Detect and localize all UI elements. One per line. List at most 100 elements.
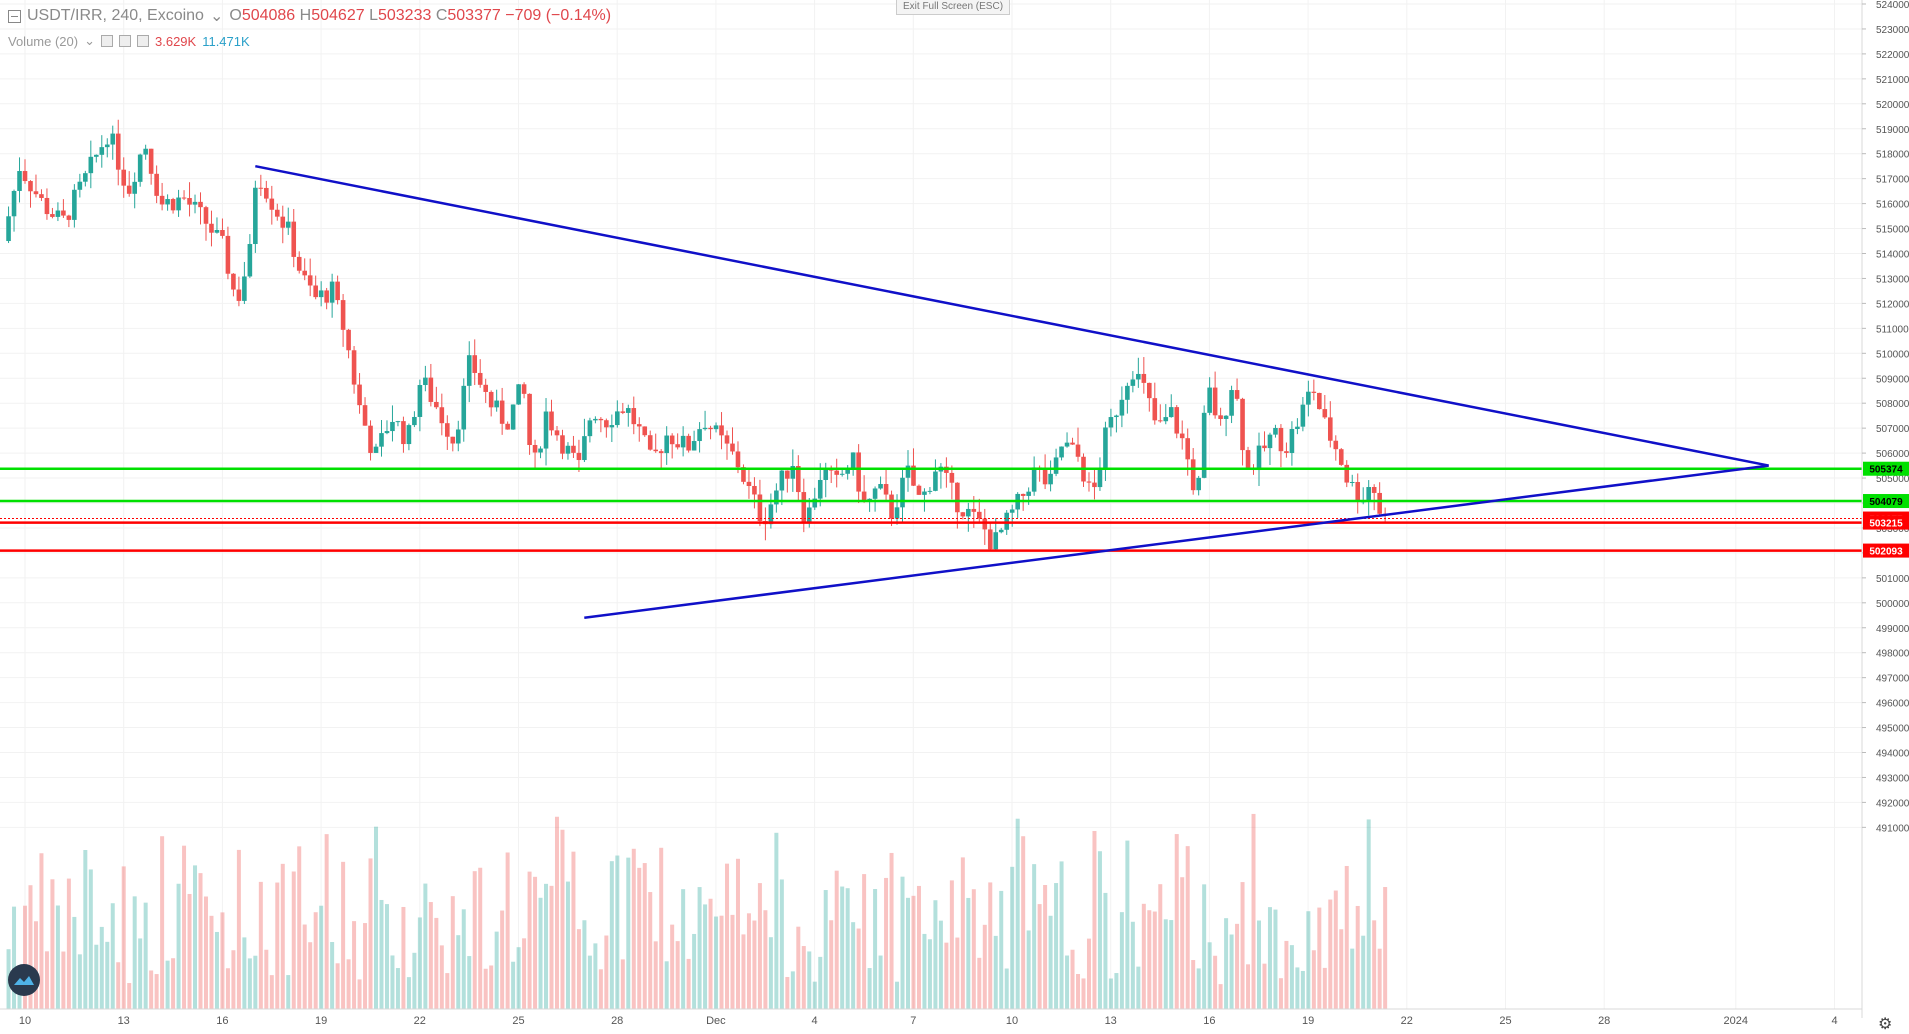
y-tick-label: 509000 [1876,374,1909,385]
volume-bar [988,882,993,1009]
volume-bar [1322,967,1327,1009]
candle-body [477,372,483,385]
exit-fullscreen-button[interactable]: Exit Full Screen (ESC) [896,0,1011,15]
volume-bar [127,983,132,1009]
tradingview-logo-icon[interactable] [8,964,40,996]
candle-body [576,452,582,461]
candle-body [220,230,225,236]
close-key: C [435,7,448,24]
volume-bar [384,904,389,1009]
candle-body [1278,427,1284,452]
candle-body [933,471,938,491]
ohlc-values: O504086 H504627 L503233 C503377 −709 (−0… [229,7,611,25]
volume-bar [856,928,861,1009]
price-level-label: 503215 [1869,519,1903,530]
candle-body [406,425,412,445]
volume-bar [692,933,697,1009]
symbol-label[interactable]: USDT/IRR, 240, Excoino [27,7,204,24]
volume-bar [50,879,55,1009]
candle-body [33,191,39,195]
candle-body [543,411,549,449]
candle-body [960,512,966,517]
volume-bar [121,866,126,1009]
candle-body [302,270,308,276]
volume-bar [1218,984,1223,1009]
volume-bar [214,931,219,1009]
chevron-down-icon[interactable]: ⌄ [209,8,224,25]
volume-bar [971,889,976,1009]
visibility-icon[interactable] [119,35,131,47]
y-tick-label: 497000 [1876,674,1909,685]
volume-bar [110,903,115,1009]
candle-body [839,473,845,475]
candle-body [439,407,445,424]
volume-bar [154,974,159,1009]
volume-bar [313,912,318,1009]
volume-bar [1317,907,1322,1009]
volume-bar [511,961,516,1009]
x-tick-label: 2024 [1724,1015,1748,1027]
settings-icon[interactable] [101,35,113,47]
volume-bar [412,952,417,1009]
volume-bar [927,939,932,1009]
volume-bar [1158,884,1163,1009]
candle-body [911,465,916,486]
volume-bar [434,917,439,1009]
candle-body [296,256,302,271]
candle-body [1152,398,1158,421]
x-tick-label: 19 [1302,1015,1314,1027]
candle-body [1289,429,1295,453]
volume-bar [187,893,192,1009]
volume-bar [1333,890,1338,1009]
volume-bar [763,910,768,1009]
volume-bar [1339,929,1344,1009]
candle-body [949,472,955,483]
volume-bar [790,971,795,1009]
volume-bar [653,941,658,1009]
candle-body [521,384,527,394]
volume-bar [198,873,203,1009]
candle-body [549,411,554,431]
x-tick-label: 13 [118,1015,130,1027]
y-tick-label: 492000 [1876,798,1909,809]
volume-bar [1257,920,1261,1009]
candle-body [1125,385,1130,400]
candle-body [1163,417,1169,422]
volume-bar [1103,892,1108,1009]
candle-body [1349,481,1355,483]
candle-body [236,289,242,301]
volume-bar [406,977,411,1009]
close-icon[interactable] [137,35,149,47]
candle-body [1317,392,1322,410]
volume-bar [423,883,428,1009]
price-level-tag [1863,494,1909,509]
candle-body [1053,457,1059,474]
volume-bar [203,896,208,1009]
candle-body [132,181,137,194]
candle-body [340,300,346,330]
candle-body [1240,398,1245,451]
y-tick-label: 494000 [1876,749,1909,760]
chevron-down-icon[interactable]: ⌄ [84,33,95,48]
gear-icon[interactable]: ⚙ [1878,1016,1893,1033]
volume-bar [840,886,845,1009]
candle-body [72,189,77,220]
volume-bar [346,959,351,1009]
candle-body [1273,427,1278,435]
volume-bars [6,813,1388,1009]
candle-body [1179,433,1185,439]
volume-label[interactable]: Volume (20) [8,33,79,49]
candle-body [516,384,521,405]
volume-bar [1383,887,1388,1009]
candle-body [625,408,631,413]
candle-body [1026,491,1031,496]
y-tick-label: 507000 [1876,424,1909,435]
volume-bar [138,938,143,1009]
volume-bar [472,871,477,1009]
collapse-icon[interactable] [8,9,21,23]
y-tick-label: 521000 [1876,75,1909,86]
candle-body [412,416,417,426]
candle-body [642,426,648,436]
volume-bar [554,816,559,1009]
